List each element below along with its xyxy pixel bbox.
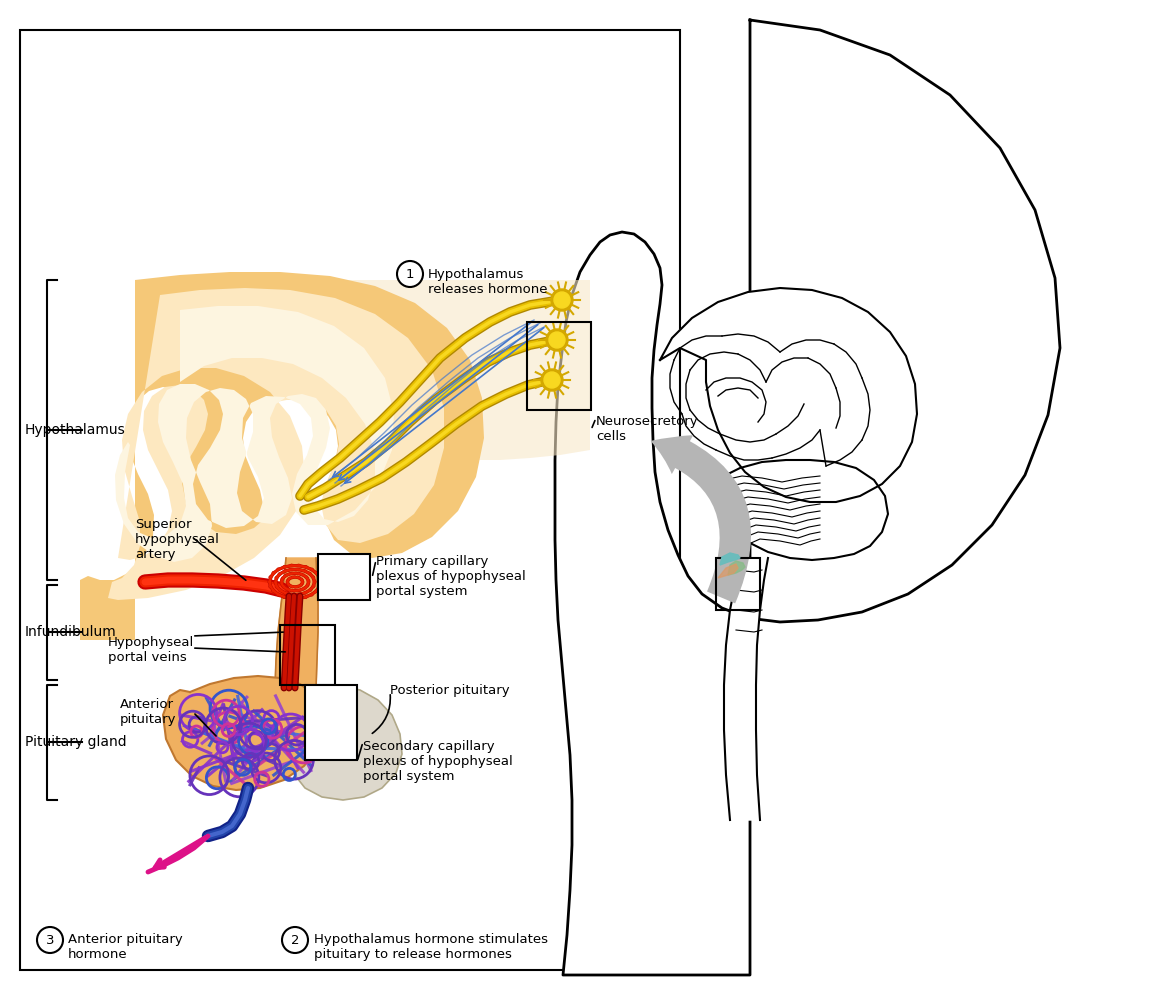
Text: Hypothalamus hormone stimulates
pituitary to release hormones: Hypothalamus hormone stimulates pituitar…: [314, 933, 548, 961]
Polygon shape: [108, 288, 444, 600]
Circle shape: [546, 329, 568, 351]
Polygon shape: [718, 564, 739, 578]
Text: Hypophyseal
portal veins: Hypophyseal portal veins: [108, 636, 194, 664]
Text: Pituitary gland: Pituitary gland: [25, 735, 127, 749]
Polygon shape: [660, 288, 917, 502]
Bar: [280, 625, 335, 685]
Circle shape: [544, 372, 560, 388]
Text: Posterior pituitary: Posterior pituitary: [390, 683, 510, 696]
Polygon shape: [163, 676, 324, 790]
Bar: [715, 558, 760, 610]
Polygon shape: [724, 558, 769, 820]
Circle shape: [554, 292, 570, 308]
Circle shape: [37, 927, 63, 953]
Text: Neurosecretory
cells: Neurosecretory cells: [595, 415, 698, 443]
Circle shape: [541, 369, 563, 391]
Text: Infundibulum: Infundibulum: [25, 625, 117, 639]
Text: Secondary capillary
plexus of hypophyseal
portal system: Secondary capillary plexus of hypophysea…: [364, 740, 512, 783]
Text: Anterior
pituitary: Anterior pituitary: [120, 698, 177, 726]
Polygon shape: [275, 558, 319, 688]
Polygon shape: [80, 272, 484, 640]
Circle shape: [549, 332, 565, 348]
Polygon shape: [115, 306, 394, 562]
Circle shape: [397, 261, 424, 287]
Polygon shape: [290, 686, 402, 800]
Text: Primary capillary
plexus of hypophyseal
portal system: Primary capillary plexus of hypophyseal …: [376, 555, 526, 598]
Text: Hypothalamus
releases hormone: Hypothalamus releases hormone: [428, 268, 547, 296]
Polygon shape: [728, 561, 745, 575]
Polygon shape: [718, 460, 887, 560]
Bar: [305, 685, 357, 760]
Text: 2: 2: [291, 933, 299, 946]
Text: 1: 1: [406, 268, 414, 281]
Circle shape: [282, 927, 308, 953]
Text: Superior
hypophyseal
artery: Superior hypophyseal artery: [135, 518, 220, 561]
Text: Anterior pituitary
hormone: Anterior pituitary hormone: [68, 933, 182, 961]
Polygon shape: [720, 553, 740, 565]
Text: Hypothalamus: Hypothalamus: [25, 423, 126, 437]
FancyArrowPatch shape: [651, 435, 751, 604]
Bar: [319, 554, 370, 600]
Bar: [527, 322, 591, 410]
Bar: [20, 30, 680, 970]
Polygon shape: [270, 280, 590, 460]
Circle shape: [550, 289, 574, 311]
Polygon shape: [555, 20, 1061, 975]
Text: 3: 3: [46, 933, 54, 946]
